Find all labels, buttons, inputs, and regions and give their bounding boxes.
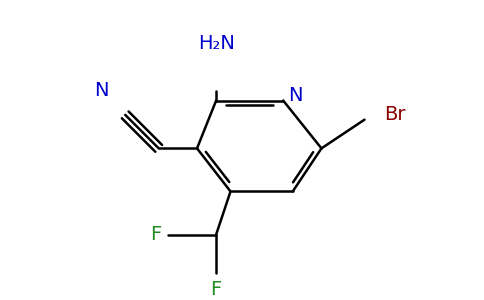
- Text: Br: Br: [384, 105, 405, 124]
- Text: F: F: [211, 280, 222, 298]
- Text: N: N: [94, 81, 108, 101]
- Text: H₂N: H₂N: [198, 34, 235, 52]
- Text: F: F: [151, 225, 162, 244]
- Text: N: N: [288, 86, 302, 105]
